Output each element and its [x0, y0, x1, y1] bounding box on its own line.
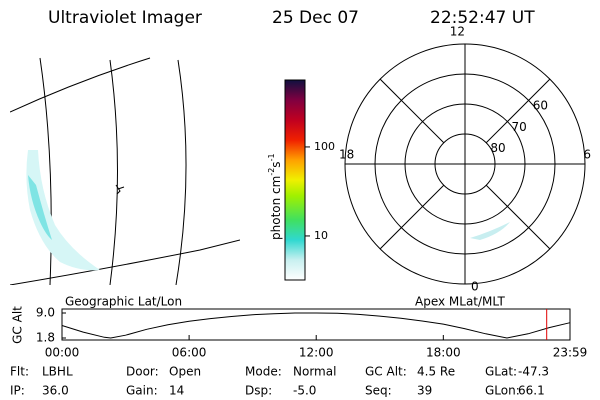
- info-label: GLat:: [485, 365, 517, 379]
- info-label: Dsp:: [245, 384, 272, 398]
- colorbar-tick-label: 10: [314, 229, 328, 242]
- mlt-label: 6: [583, 148, 591, 162]
- info-label: Flt:: [10, 365, 29, 379]
- title: Ultraviolet Imager: [48, 8, 202, 28]
- x-tick-label: 18:00: [426, 346, 461, 360]
- date: 25 Dec 07: [272, 8, 359, 28]
- info-value: 14: [169, 384, 184, 398]
- colorbar-label-text: photon cm-2s-1: [267, 153, 283, 240]
- diagonal: [485, 78, 551, 144]
- mlt-label: 12: [450, 25, 465, 39]
- colorbar-label: photon cm-2s-1: [267, 153, 283, 240]
- label-part: s: [269, 161, 283, 167]
- meridian: [39, 57, 52, 285]
- info-label: GC Alt:: [365, 365, 407, 379]
- x-tick-label: 23:59: [553, 346, 588, 360]
- colorbar: [284, 79, 306, 281]
- info-value: -5.0: [293, 384, 316, 398]
- info-label: Seq:: [365, 384, 392, 398]
- lat-label: 80: [490, 141, 505, 155]
- meridian: [109, 59, 118, 285]
- parallel: [10, 239, 240, 285]
- polar-label: Apex MLat/MLT: [415, 295, 505, 309]
- info-value: 39: [417, 384, 432, 398]
- info-label: GLon:: [485, 384, 520, 398]
- mlt-label: 18: [339, 148, 354, 162]
- info-label: Gain:: [126, 384, 158, 398]
- lat-label: 70: [512, 120, 527, 134]
- mlt-label: 0: [471, 280, 479, 294]
- info-label: Mode:: [245, 365, 282, 379]
- time: 22:52:47 UT: [430, 8, 535, 28]
- label-part: -2: [267, 168, 276, 176]
- diagonal: [379, 184, 445, 250]
- meridian: [175, 59, 187, 285]
- x-tick-label: 00:00: [45, 346, 80, 360]
- info-value: 36.0: [42, 384, 69, 398]
- label-part: -1: [267, 153, 276, 161]
- x-tick-label: 06:00: [172, 346, 207, 360]
- info-label: Door:: [126, 365, 159, 379]
- info-value: Open: [169, 365, 201, 379]
- parallel: [10, 57, 151, 113]
- y-tick-label: 1.8: [36, 331, 55, 345]
- diagonal: [379, 78, 445, 144]
- info-value: Normal: [293, 365, 336, 379]
- altitude-plot: 9.0 1.800:00 06:00 12:00 18:00 23:59: [36, 306, 587, 360]
- info-panel: Flt: LBHL Door: Open Mode: Normal GC Alt: 4.5 R…: [10, 365, 549, 398]
- map-label: Geographic Lat/Lon: [65, 295, 182, 309]
- aurora: [26, 150, 100, 271]
- info-value: 4.5 Re: [417, 365, 455, 379]
- y-axis-label: GC Alt: [11, 306, 25, 344]
- map: [10, 57, 240, 285]
- altitude-line: [61, 312, 571, 339]
- aurora: [28, 175, 52, 240]
- info-label: IP:: [10, 384, 25, 398]
- y-tick-label: 9.0: [36, 306, 55, 320]
- info-value: 66.1: [518, 384, 545, 398]
- lat-label: 60: [533, 99, 548, 113]
- info-value: -47.3: [518, 365, 549, 379]
- x-tick-label: 12:00: [299, 346, 334, 360]
- aurora: [470, 222, 510, 240]
- colorbar-tick-label: 100: [314, 140, 335, 153]
- info-value: LBHL: [42, 365, 73, 379]
- diagonal: [485, 184, 551, 250]
- label-part: photon cm: [269, 176, 283, 240]
- coastline: [115, 184, 125, 195]
